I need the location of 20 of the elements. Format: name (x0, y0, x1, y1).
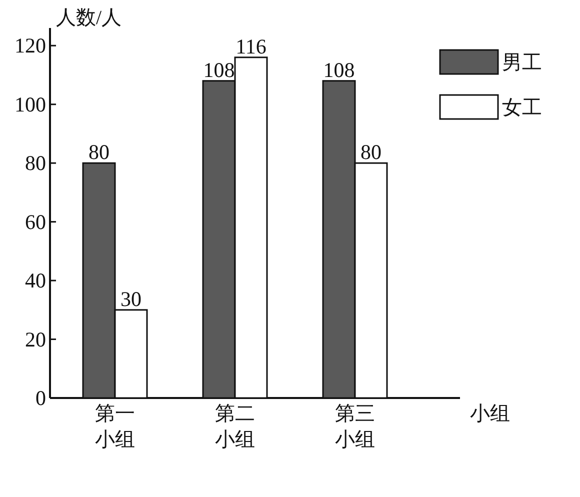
data-label: 116 (236, 34, 266, 58)
data-label: 80 (88, 140, 110, 164)
data-label: 108 (203, 58, 235, 82)
x-tick-label: 第二小组 (215, 403, 255, 451)
data-label: 30 (120, 286, 142, 311)
data-label: 80 (360, 140, 382, 164)
y-tick-label: 120 (14, 34, 46, 58)
y-tick-label: 80 (25, 151, 46, 176)
y-tick-label: 40 (25, 268, 46, 293)
x-tick-label: 第三小组 (335, 403, 375, 451)
x-tick-label: 第一小组 (95, 403, 135, 451)
x-axis-title: 小组 (470, 403, 510, 425)
y-tick-label: 0 (36, 386, 46, 410)
y-tick-label: 60 (25, 210, 46, 234)
legend-label: 女工 (502, 97, 542, 119)
y-tick-label: 20 (25, 327, 46, 352)
legend-label: 男工 (502, 52, 542, 74)
y-tick-label: 100 (14, 92, 46, 116)
data-label: 108 (323, 58, 355, 82)
y-axis-title: 人数/人 (56, 7, 122, 29)
